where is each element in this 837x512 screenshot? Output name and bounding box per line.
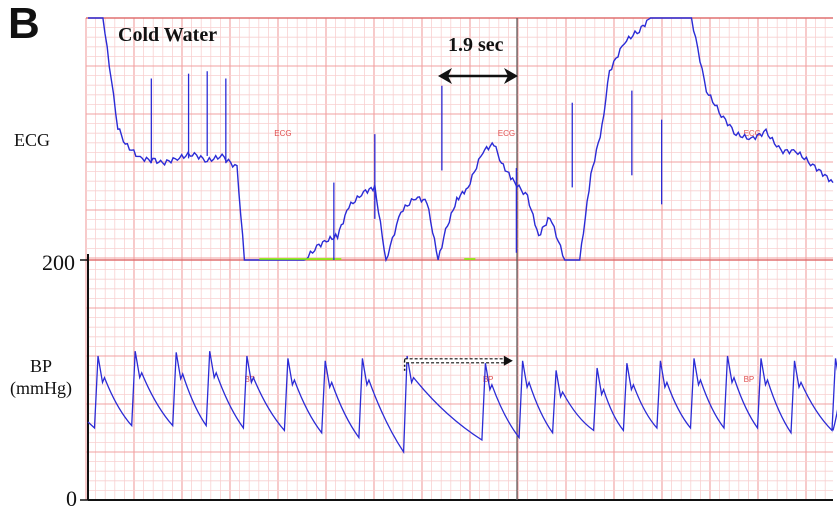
bp-axis-label-text: BP (mmHg) [10, 356, 72, 398]
bp-waveform [87, 351, 837, 455]
ecg-trace [88, 17, 834, 263]
trace-tag: ECG [274, 129, 291, 138]
bp-trace [87, 351, 837, 455]
ecg-waveform [88, 17, 834, 263]
ecg-axis-label: ECG [14, 130, 50, 150]
bp-axis-label-part: BP [29, 356, 53, 376]
trace-tag: ECG [498, 129, 515, 138]
interval-arrow-head-left [438, 68, 452, 84]
interval-label: 1.9 sec [448, 34, 504, 56]
interval-arrow-head-right [504, 68, 518, 84]
condition-label: Cold Water [118, 24, 218, 46]
bp-tick-min: 0 [66, 486, 77, 511]
panel-frame [80, 17, 833, 501]
bp-interval-arrow-head [503, 355, 513, 366]
bp-grid [85, 259, 833, 501]
bp-interval-dotted-bar [404, 358, 506, 364]
bp-tick-max: 200 [42, 250, 75, 275]
interval-annotations [403, 68, 518, 371]
panel-letter: B [8, 0, 40, 48]
bp-axis-label-part: (mmHg) [10, 378, 72, 398]
trace-tag: BP [244, 375, 255, 384]
bp-trace-tags: BP BP BP [244, 375, 754, 384]
bp-axis-label: BP (mmHg) [10, 355, 72, 399]
trace-tag: ECG [744, 129, 761, 138]
trace-tag: BP [744, 375, 755, 384]
ecg-grid [85, 17, 833, 260]
ecg-trace-tags: ECG ECG ECG [274, 129, 761, 138]
